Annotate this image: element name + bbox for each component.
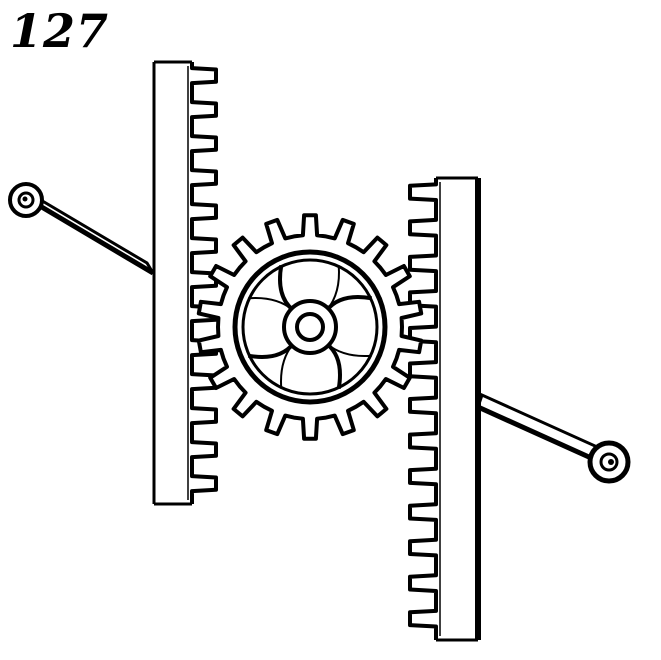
rack-body (154, 62, 192, 504)
left-rack (152, 60, 218, 506)
gear-rim-outer (232, 249, 388, 405)
pinion-gear (196, 213, 424, 441)
right-rack (408, 176, 481, 642)
left-connecting-rod (32, 194, 155, 276)
gear-axle-hole (295, 312, 325, 342)
right-rod-pivot (587, 440, 631, 484)
right-connecting-rod (476, 392, 606, 465)
figure-number: 127 (10, 4, 110, 58)
left-rod-pivot (8, 182, 44, 218)
rack-teeth (408, 178, 438, 640)
gear-rim-inner (241, 258, 379, 396)
rack-teeth (190, 62, 218, 504)
